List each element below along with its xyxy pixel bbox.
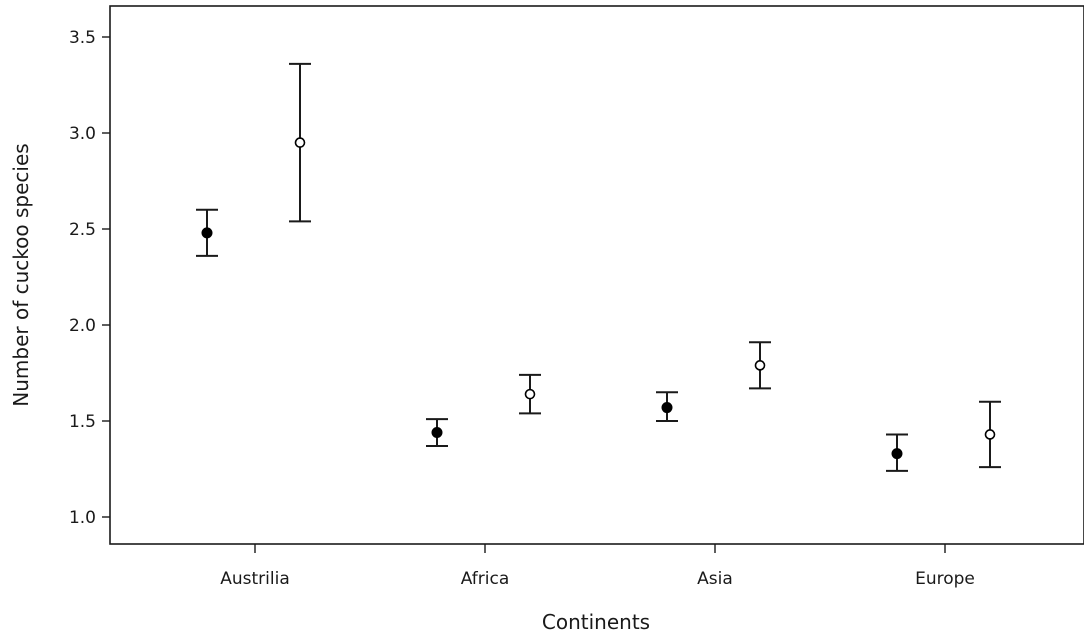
mean-point-filled — [431, 427, 443, 439]
y-tick-label: 3.5 — [69, 28, 96, 48]
x-axis-title: Continents — [542, 610, 650, 634]
error-bar-group — [886, 433, 908, 472]
mean-point-filled — [661, 402, 673, 414]
mean-point-open — [294, 137, 306, 148]
error-bar-group — [289, 62, 311, 223]
y-axis-title: Number of cuckoo species — [9, 143, 33, 406]
y-axis: 1.0 1.5 2.0 2.5 3.0 3.5 — [69, 28, 110, 528]
error-bar-group — [196, 208, 218, 257]
x-tick-label: Asia — [697, 569, 733, 589]
plot-frame — [109, 5, 1084, 545]
y-tick-label: 2.0 — [69, 316, 96, 336]
y-tick-label: 1.5 — [69, 412, 96, 432]
x-axis: Austrilia Africa Asia Europe — [220, 544, 975, 589]
x-tick-label: Africa — [461, 569, 510, 589]
mean-point-filled — [891, 448, 903, 460]
error-bar-group — [979, 400, 1001, 469]
error-bar-group — [426, 418, 448, 447]
y-tick-label: 2.5 — [69, 220, 96, 240]
mean-point-filled — [201, 227, 213, 239]
mean-point-open — [984, 429, 996, 440]
mean-point-open — [754, 360, 766, 371]
data-marks — [196, 62, 1001, 472]
y-tick-label: 1.0 — [69, 508, 96, 528]
x-tick-label: Austrilia — [220, 569, 290, 589]
y-tick-label: 3.0 — [69, 124, 96, 144]
mean-point-open — [524, 388, 536, 400]
x-tick-label: Europe — [915, 569, 975, 589]
error-bar-group — [749, 341, 771, 390]
error-bar-group — [519, 373, 541, 415]
error-bar-group — [656, 391, 678, 422]
